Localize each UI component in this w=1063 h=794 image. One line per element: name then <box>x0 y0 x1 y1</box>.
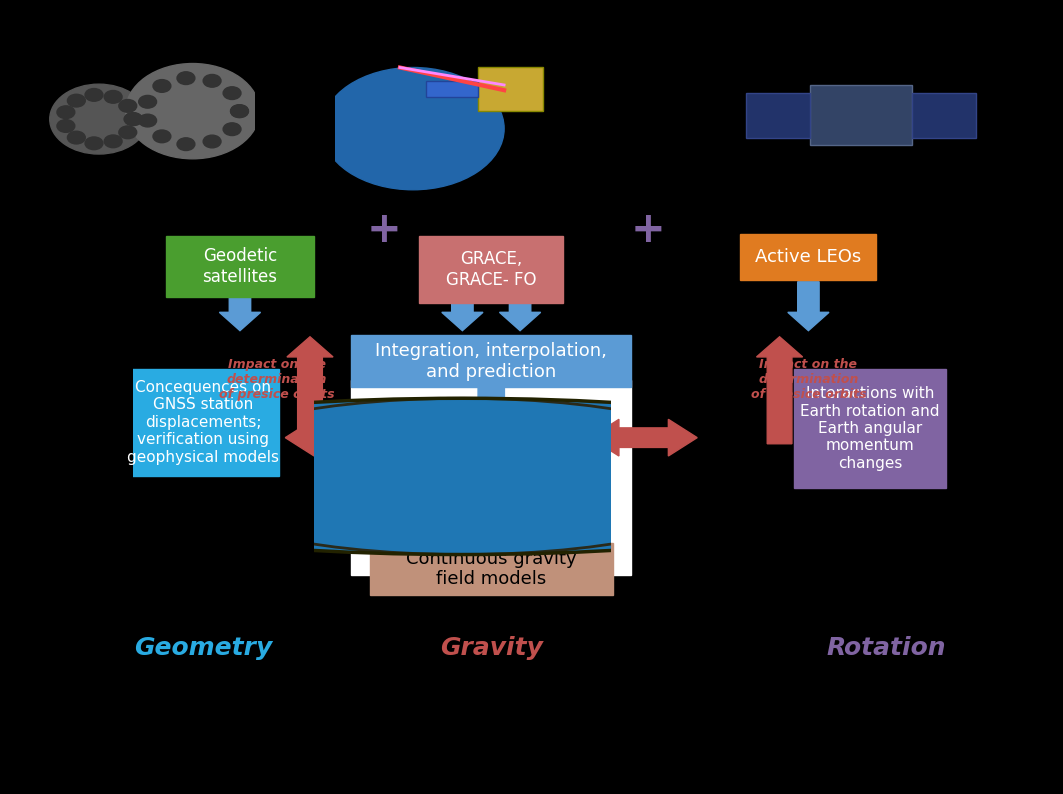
Polygon shape <box>912 93 976 138</box>
Circle shape <box>138 114 156 127</box>
Circle shape <box>223 87 241 99</box>
FancyBboxPatch shape <box>166 236 315 297</box>
FancyBboxPatch shape <box>741 234 876 280</box>
Circle shape <box>85 137 103 149</box>
Polygon shape <box>478 67 543 111</box>
Circle shape <box>50 84 148 154</box>
Circle shape <box>231 105 249 118</box>
Text: +: + <box>630 209 665 251</box>
Circle shape <box>85 89 103 102</box>
Circle shape <box>138 95 156 108</box>
Circle shape <box>153 130 171 143</box>
Circle shape <box>104 135 122 148</box>
Circle shape <box>223 123 241 136</box>
Text: Integration, interpolation,
and prediction: Integration, interpolation, and predicti… <box>375 342 607 380</box>
Circle shape <box>124 113 142 125</box>
Text: Impact on the
determination
of presice orbits: Impact on the determination of presice o… <box>750 358 866 401</box>
Polygon shape <box>500 303 541 330</box>
Polygon shape <box>788 282 829 330</box>
Circle shape <box>203 75 221 87</box>
Text: Active LEOs: Active LEOs <box>756 249 861 266</box>
Text: Concequences on
GNSS station
displacements;
verification using
geophysical model: Concequences on GNSS station displacemen… <box>126 380 279 464</box>
Text: Continuous gravity
field models: Continuous gravity field models <box>406 549 576 588</box>
Circle shape <box>119 126 137 139</box>
Text: Impact on the
determination
of presice orbits: Impact on the determination of presice o… <box>219 358 335 401</box>
Text: Geodetic
satellites: Geodetic satellites <box>202 247 277 286</box>
Circle shape <box>322 67 504 190</box>
Polygon shape <box>219 269 260 330</box>
FancyBboxPatch shape <box>370 543 612 595</box>
Polygon shape <box>467 387 516 437</box>
Text: Interactions with
Earth rotation and
Earth angular
momentum
changes: Interactions with Earth rotation and Ear… <box>800 386 940 471</box>
Text: +: + <box>367 209 402 251</box>
Text: Gravity: Gravity <box>440 636 543 660</box>
Circle shape <box>124 113 142 125</box>
Ellipse shape <box>0 399 930 554</box>
Circle shape <box>104 91 122 103</box>
Text: GRACE,
GRACE- FO: GRACE, GRACE- FO <box>446 250 537 289</box>
Circle shape <box>231 105 249 118</box>
Circle shape <box>119 99 137 112</box>
Circle shape <box>178 138 195 151</box>
Circle shape <box>67 131 85 144</box>
Circle shape <box>57 120 74 133</box>
Circle shape <box>57 106 74 118</box>
FancyBboxPatch shape <box>794 369 946 488</box>
Polygon shape <box>746 93 810 138</box>
Polygon shape <box>757 337 803 444</box>
FancyBboxPatch shape <box>351 335 631 387</box>
Polygon shape <box>287 337 333 444</box>
Polygon shape <box>442 303 483 330</box>
Polygon shape <box>426 82 478 97</box>
Circle shape <box>178 71 195 84</box>
FancyBboxPatch shape <box>126 369 280 476</box>
Circle shape <box>153 79 171 92</box>
Circle shape <box>203 135 221 148</box>
Circle shape <box>67 94 85 107</box>
Polygon shape <box>590 419 697 456</box>
Polygon shape <box>285 419 392 456</box>
FancyBboxPatch shape <box>419 236 563 303</box>
Text: Rotation: Rotation <box>827 636 946 660</box>
FancyBboxPatch shape <box>351 380 631 575</box>
Text: Geometry: Geometry <box>134 636 272 660</box>
Polygon shape <box>810 85 912 145</box>
Circle shape <box>125 64 259 159</box>
